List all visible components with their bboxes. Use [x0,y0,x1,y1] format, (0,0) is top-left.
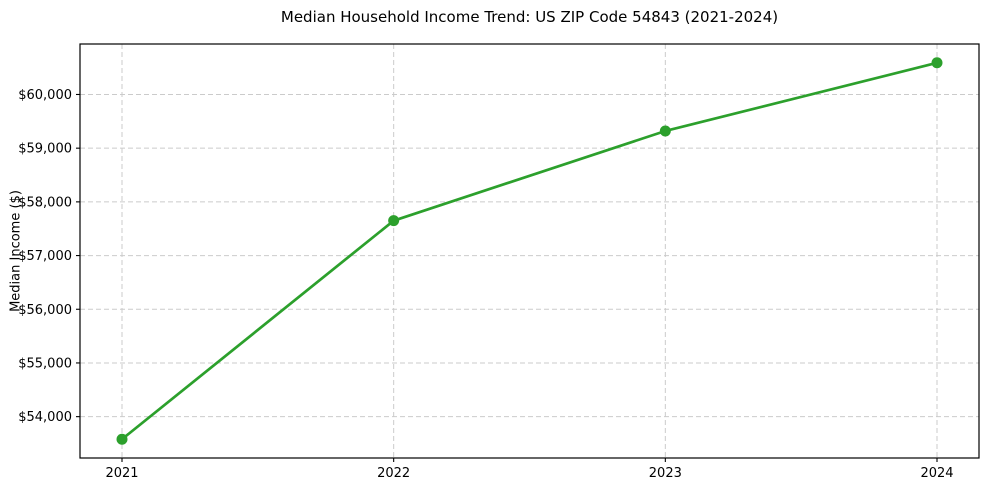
y-tick-label: $60,000 [18,88,72,103]
y-tick-label: $54,000 [18,410,72,425]
x-tick-label: 2022 [377,466,410,481]
plot-border [79,43,980,459]
y-tick-label: $59,000 [18,142,72,157]
data-point-2022 [388,215,400,227]
y-tick-label: $56,000 [18,303,72,318]
data-point-2021 [116,433,128,445]
income-trend-line [120,61,939,441]
data-point-2023 [659,125,671,137]
chart-title: Median Household Income Trend: US ZIP Co… [280,8,779,26]
y-tick-label: $58,000 [18,195,72,210]
y-tick-label: $57,000 [18,249,72,264]
y-tick-label: $55,000 [18,356,72,371]
x-tick-label: 2024 [920,466,953,481]
data-point-2024 [931,57,943,69]
x-tick-label: 2023 [649,466,682,481]
x-tick-label: 2021 [105,466,138,481]
